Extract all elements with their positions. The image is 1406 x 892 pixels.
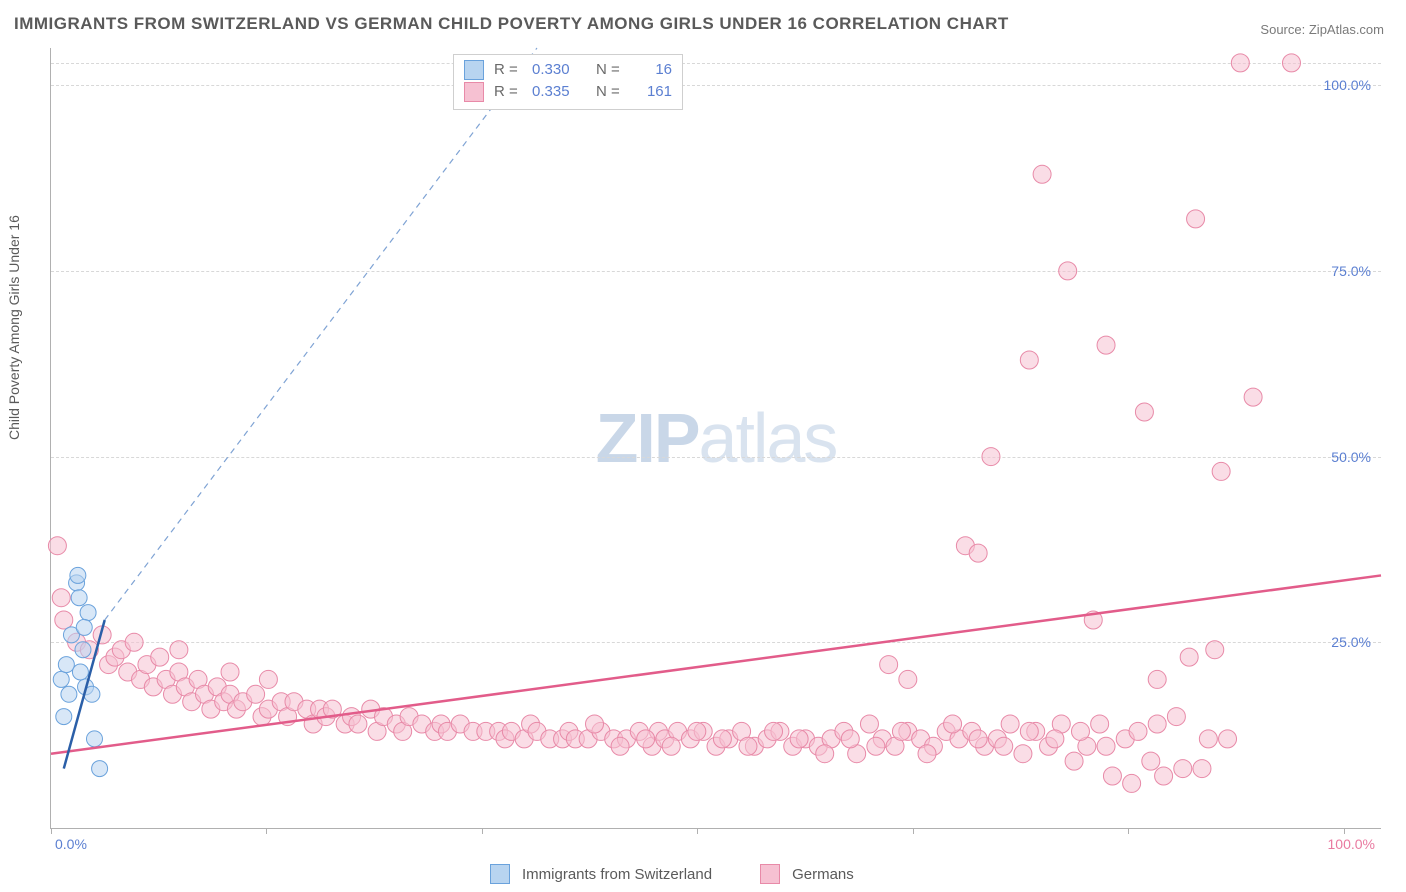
swatch-blue — [490, 864, 510, 884]
correlation-legend: R = 0.330 N = 16 R = 0.335 N = 161 — [453, 54, 683, 110]
y-tick-label: 25.0% — [1331, 634, 1371, 650]
legend-row-pink: R = 0.335 N = 161 — [464, 81, 672, 103]
n-label: N = — [596, 59, 626, 81]
x-tick-right: 100.0% — [1328, 836, 1375, 852]
legend-label-blue: Immigrants from Switzerland — [522, 866, 712, 883]
source-attribution: Source: ZipAtlas.com — [1260, 22, 1384, 37]
r-value-pink: 0.335 — [532, 81, 586, 103]
scatter-svg — [51, 48, 1381, 828]
swatch-blue — [464, 60, 484, 80]
y-tick-label: 75.0% — [1331, 263, 1371, 279]
n-label: N = — [596, 81, 626, 103]
swatch-pink — [464, 82, 484, 102]
y-tick-label: 50.0% — [1331, 449, 1371, 465]
swatch-pink — [760, 864, 780, 884]
source-label: Source: — [1260, 22, 1305, 37]
legend-row-blue: R = 0.330 N = 16 — [464, 59, 672, 81]
legend-label-pink: Germans — [792, 866, 854, 883]
n-value-blue: 16 — [636, 59, 672, 81]
n-value-pink: 161 — [636, 81, 672, 103]
y-tick-label: 100.0% — [1324, 77, 1371, 93]
r-value-blue: 0.330 — [532, 59, 586, 81]
x-tick-left: 0.0% — [55, 836, 87, 852]
plot-area: ZIPatlas 25.0%50.0%75.0%100.0% 0.0% 100.… — [50, 48, 1381, 829]
source-value: ZipAtlas.com — [1309, 22, 1384, 37]
r-label: R = — [494, 81, 522, 103]
chart-title: IMMIGRANTS FROM SWITZERLAND VS GERMAN CH… — [14, 14, 1009, 34]
y-axis-label: Child Poverty Among Girls Under 16 — [6, 215, 22, 440]
r-label: R = — [494, 59, 522, 81]
series-legend: Immigrants from Switzerland Germans — [490, 864, 854, 884]
